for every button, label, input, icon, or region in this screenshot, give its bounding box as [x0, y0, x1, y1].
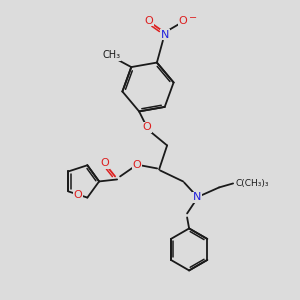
Text: O: O [101, 158, 110, 168]
Text: O: O [145, 16, 153, 26]
Text: CH₃: CH₃ [102, 50, 120, 60]
Text: O: O [143, 122, 152, 132]
Text: C(CH₃)₃: C(CH₃)₃ [235, 179, 268, 188]
Text: O: O [74, 190, 82, 200]
Text: N: N [161, 30, 169, 40]
Text: −: − [189, 13, 197, 22]
Text: O: O [133, 160, 142, 170]
Text: N: N [193, 192, 201, 203]
Text: O: O [178, 16, 187, 26]
